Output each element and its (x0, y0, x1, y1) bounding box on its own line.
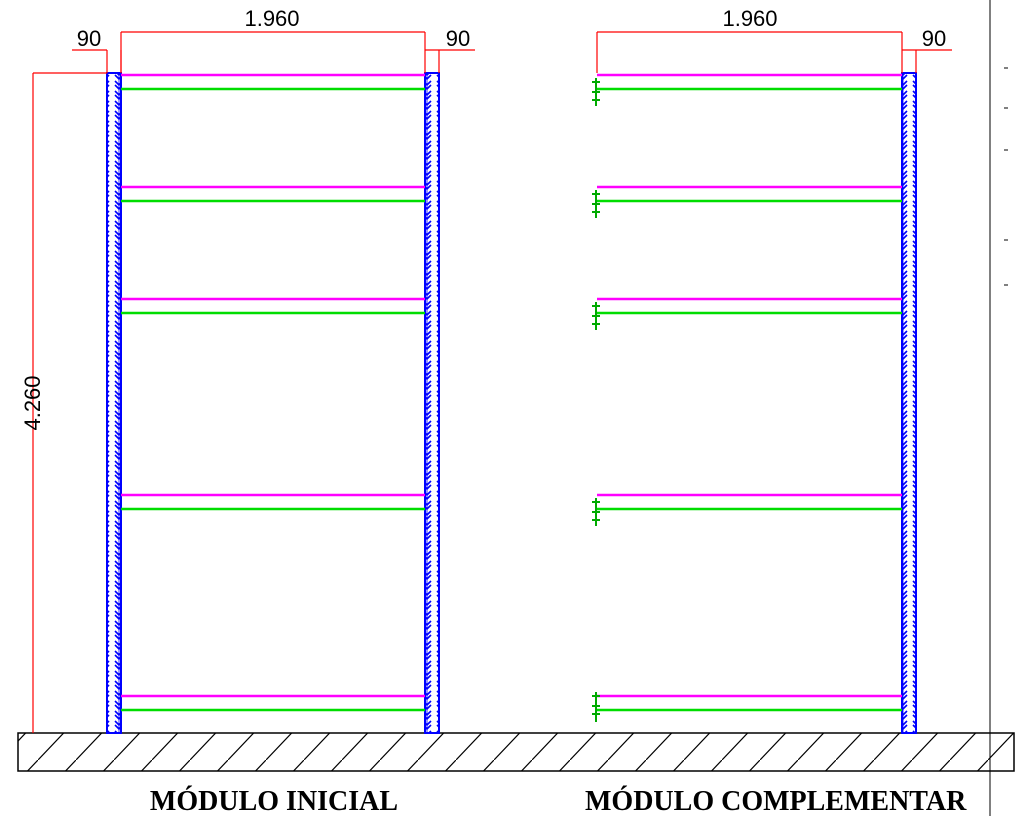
beam-level-2-complementary (592, 185, 902, 218)
beam-level-5-complementary (592, 692, 902, 722)
complementary-right-upright (901, 72, 917, 734)
dim-width-complementary-label: 1.960 (722, 6, 777, 31)
beam-level-3 (121, 297, 425, 315)
left-upright (106, 72, 122, 734)
floor-slab (17, 732, 1015, 772)
right-upright (424, 72, 440, 734)
module-initial-title: MÓDULO INICIAL (150, 786, 398, 816)
dim-width-initial-label: 1.960 (244, 6, 299, 31)
module-complementary-title: MÓDULO COMPLEMENTAR (585, 786, 967, 816)
beam-level-5 (121, 694, 425, 712)
module-initial: 1.960 90 90 4.260 MÓDULO INICIAL (20, 6, 475, 816)
dim-height-initial: 4.260 (20, 72, 107, 733)
dim-right-upright-initial: 90 (425, 26, 475, 73)
dim-right-upright-complementary-label: 90 (922, 26, 946, 51)
beam-level-2 (121, 185, 425, 203)
dim-width-initial: 1.960 (120, 6, 426, 73)
beam-level-1-complementary (592, 73, 902, 106)
beam-level-4-complementary (592, 493, 902, 526)
module-complementary: 1.960 90 MÓDULO COMPLEMENTAR (585, 6, 967, 816)
dim-right-upright-initial-label: 90 (446, 26, 470, 51)
dim-width-complementary: 1.960 (596, 6, 903, 73)
dim-right-upright-complementary: 90 (902, 26, 952, 73)
beam-level-1 (121, 73, 425, 91)
dim-height-initial-label: 4.260 (20, 375, 45, 430)
edge-marks (1004, 67, 1008, 286)
beam-level-3-complementary (592, 297, 902, 330)
dim-left-upright-initial-label: 90 (77, 26, 101, 51)
dim-left-upright-initial: 90 (72, 26, 122, 73)
beam-level-4 (121, 493, 425, 511)
